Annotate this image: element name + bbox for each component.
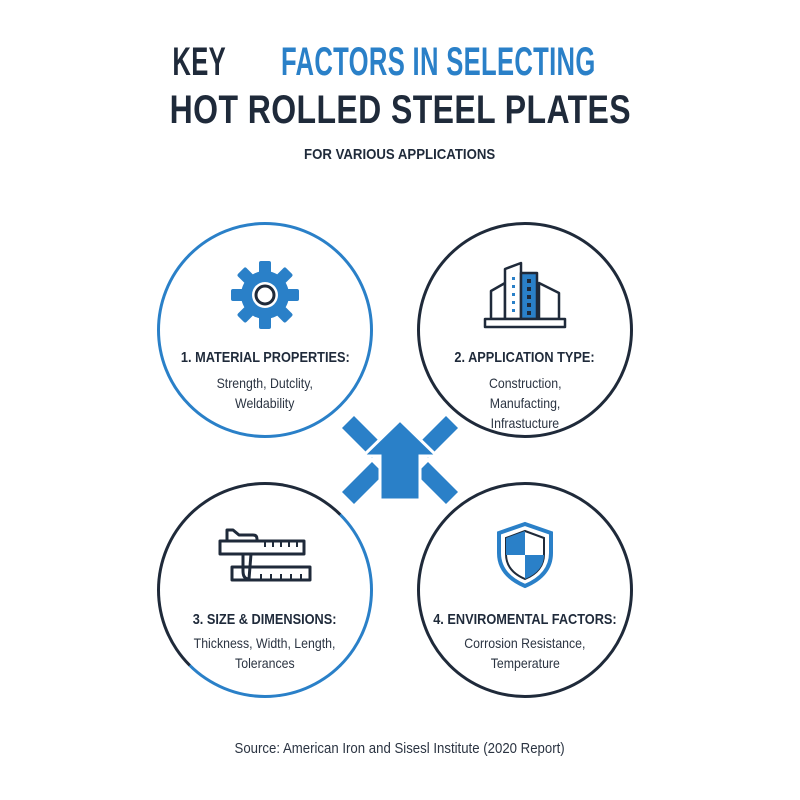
arrow-up-cross-icon (342, 416, 458, 504)
factor-detail-line: Corrosion Resistance, (464, 635, 586, 651)
factor-detail-line: Manufacting, (489, 395, 561, 411)
factor-heading: 1. MATERIAL PROPERTIES: (150, 349, 380, 366)
factor-heading: 4. ENVIROMENTAL FACTORS: (410, 611, 640, 628)
factor-detail-line: Thickness, Width, Length, (194, 635, 336, 651)
factor-application-type: 2. APPLICATION TYPE: Construction, Manuf… (417, 222, 633, 438)
factor-heading-text: 4. ENVIROMENTAL FACTORS: (433, 611, 617, 628)
factor-detail-line: Weldability (235, 395, 295, 411)
factor-detail-line: Strength, Dutclity, (216, 375, 314, 391)
factor-heading: 3. SIZE & DIMENSIONS: (150, 611, 380, 628)
subtitle: FOR VARIOUS APPLICATIONS (0, 146, 800, 163)
shield-icon (497, 521, 553, 589)
title-line-2-text: HOT ROLLED STEEL PLATES (169, 88, 631, 132)
factor-detail-line: Construction, (488, 375, 562, 391)
title-prefix: KEY (171, 40, 226, 84)
caliper-ruler-icon (218, 528, 312, 582)
factor-material-properties: 1. MATERIAL PROPERTIES: Strength, Dutcli… (157, 222, 373, 438)
subtitle-text: FOR VARIOUS APPLICATIONS (304, 146, 496, 163)
center-arrow-graphic (340, 410, 460, 515)
title-line-2: HOT ROLLED STEEL PLATES (0, 88, 800, 132)
source-text: Source: American Iron and Sisesl Institu… (234, 740, 566, 757)
factor-details: Corrosion Resistance, Temperature (420, 633, 630, 673)
source-citation: Source: American Iron and Sisesl Institu… (0, 740, 800, 757)
title-line-1: KEY FACTORS IN SELECTING (0, 40, 800, 84)
factor-detail-line: Tolerances (235, 655, 295, 671)
factor-heading-text: 3. SIZE & DIMENSIONS: (193, 611, 337, 628)
factor-heading: 2. APPLICATION TYPE: (410, 349, 640, 366)
gear-icon (231, 261, 299, 329)
factor-detail-line: Infrastucture (490, 415, 560, 431)
factor-detail-line: Temperature (490, 655, 560, 671)
building-icon (483, 261, 567, 329)
factor-details: Strength, Dutclity, Weldability (160, 373, 370, 413)
title-highlight: FACTORS IN SELECTING (280, 40, 596, 84)
factor-heading-text: 1. MATERIAL PROPERTIES: (180, 349, 350, 366)
factor-details: Construction, Manufacting, Infrastucture (420, 373, 630, 433)
factor-heading-text: 2. APPLICATION TYPE: (454, 349, 596, 366)
factor-environmental: 4. ENVIROMENTAL FACTORS: Corrosion Resis… (417, 482, 633, 698)
factor-details: Thickness, Width, Length, Tolerances (160, 633, 370, 673)
factor-size-dimensions: 3. SIZE & DIMENSIONS: Thickness, Width, … (157, 482, 373, 698)
